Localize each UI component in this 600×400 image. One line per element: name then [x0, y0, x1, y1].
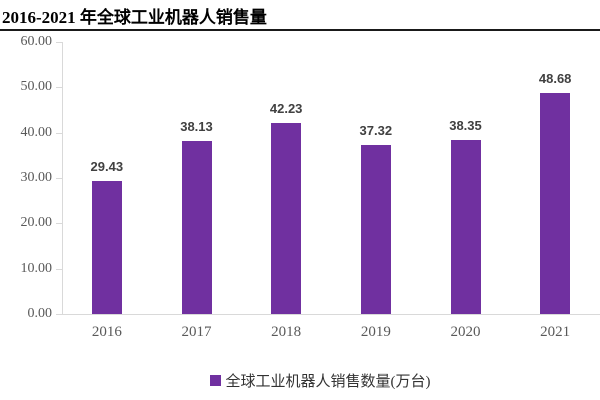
- legend-square-marker-icon: [209, 374, 221, 386]
- bar-value-label: 38.13: [180, 119, 213, 135]
- chart-title: 2016-2021 年全球工业机器人销售量: [2, 8, 267, 27]
- x-axis-label-2021: 2021: [540, 324, 571, 340]
- x-axis-label-2016: 2016: [91, 324, 122, 340]
- bar-value-label: 42.23: [269, 100, 303, 116]
- x-axis-line: [62, 314, 600, 315]
- bar-value-label: 48.68: [538, 71, 572, 87]
- y-tick-label: 60.00: [20, 34, 53, 49]
- y-tick-mark: [56, 132, 62, 134]
- y-tick-label: 40.00: [20, 124, 53, 140]
- y-tick-label: 10.00: [20, 260, 53, 276]
- bar-2020: [450, 140, 481, 314]
- x-axis-label-2020: 2020: [450, 324, 481, 340]
- legend: 全球工业机器人销售数量(万台): [20, 369, 600, 391]
- y-tick-mark: [56, 178, 62, 179]
- legend-label: 全球工业机器人销售数量(万台): [225, 373, 431, 390]
- bar-2019: [360, 144, 391, 314]
- y-tick-label: 50.00: [20, 79, 53, 95]
- bar-2021: [540, 93, 571, 314]
- bar-2016: [91, 180, 122, 314]
- y-tick-label: 20.00: [20, 215, 53, 231]
- title-underline: [0, 29, 600, 31]
- bar-value-label: 29.43: [90, 158, 124, 174]
- x-axis-label-2017: 2017: [181, 324, 212, 340]
- x-axis-label-2018: 2018: [271, 324, 302, 340]
- y-tick-mark: [56, 223, 62, 225]
- y-tick-mark: [56, 42, 62, 43]
- y-axis-line: [62, 42, 63, 314]
- bar-2017: [181, 141, 212, 314]
- bar-value-label: 38.35: [449, 118, 482, 134]
- bar-2018: [271, 122, 302, 314]
- y-tick-mark: [56, 87, 62, 89]
- bar-value-label: 37.32: [359, 122, 393, 138]
- y-tick-mark: [56, 268, 62, 270]
- y-tick-label: 30.00: [20, 170, 53, 185]
- y-tick-label: 0.00: [27, 306, 53, 321]
- x-axis-label-2019: 2019: [360, 324, 391, 340]
- y-tick-mark: [56, 314, 62, 315]
